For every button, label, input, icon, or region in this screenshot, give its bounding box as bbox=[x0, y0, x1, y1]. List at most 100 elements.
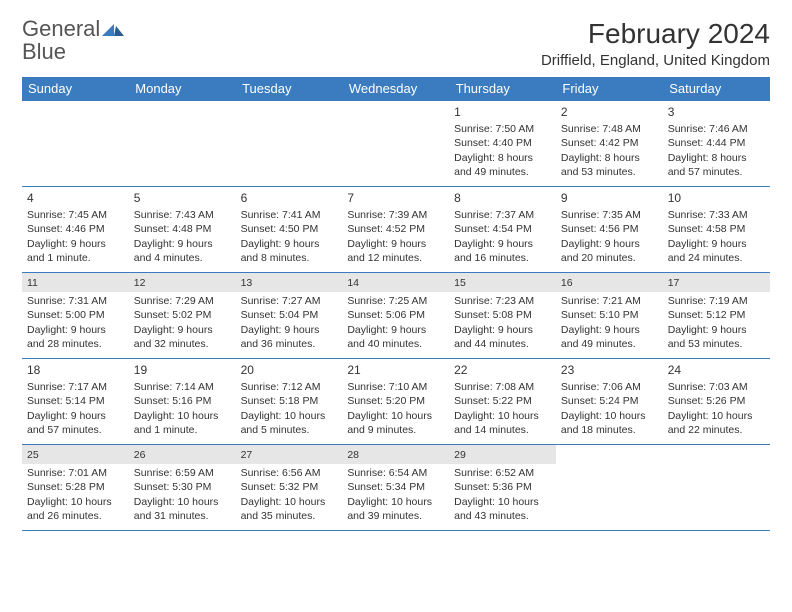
day-number: 8 bbox=[454, 190, 551, 206]
day-number: 3 bbox=[668, 104, 765, 120]
day-number: 19 bbox=[134, 362, 231, 378]
calendar-day: 11Sunrise: 7:31 AMSunset: 5:00 PMDayligh… bbox=[22, 273, 129, 359]
month-title: February 2024 bbox=[541, 18, 770, 50]
calendar-day: 18Sunrise: 7:17 AMSunset: 5:14 PMDayligh… bbox=[22, 359, 129, 445]
daylight-text: Daylight: 10 hours and 5 minutes. bbox=[241, 409, 338, 437]
sunrise-text: Sunrise: 7:45 AM bbox=[27, 208, 124, 222]
calendar-day: 20Sunrise: 7:12 AMSunset: 5:18 PMDayligh… bbox=[236, 359, 343, 445]
sunrise-text: Sunrise: 7:50 AM bbox=[454, 122, 551, 136]
sunset-text: Sunset: 4:58 PM bbox=[668, 222, 765, 236]
logo-text-gray: General bbox=[22, 16, 100, 41]
sunrise-text: Sunrise: 7:12 AM bbox=[241, 380, 338, 394]
title-block: February 2024 Driffield, England, United… bbox=[541, 18, 770, 69]
day-number: 2 bbox=[561, 104, 658, 120]
day-header: Thursday bbox=[449, 77, 556, 101]
calendar-day: 2Sunrise: 7:48 AMSunset: 4:42 PMDaylight… bbox=[556, 101, 663, 187]
day-number: 4 bbox=[27, 190, 124, 206]
daylight-text: Daylight: 8 hours and 57 minutes. bbox=[668, 151, 765, 179]
sunset-text: Sunset: 5:00 PM bbox=[27, 308, 124, 322]
daylight-text: Daylight: 10 hours and 31 minutes. bbox=[134, 495, 231, 523]
sunset-text: Sunset: 5:20 PM bbox=[347, 394, 444, 408]
sunrise-text: Sunrise: 7:14 AM bbox=[134, 380, 231, 394]
sunset-text: Sunset: 4:54 PM bbox=[454, 222, 551, 236]
day-number: 26 bbox=[129, 445, 236, 464]
sunrise-text: Sunrise: 6:52 AM bbox=[454, 466, 551, 480]
daylight-text: Daylight: 9 hours and 4 minutes. bbox=[134, 237, 231, 265]
calendar-week: 1Sunrise: 7:50 AMSunset: 4:40 PMDaylight… bbox=[22, 101, 770, 187]
sunset-text: Sunset: 4:44 PM bbox=[668, 136, 765, 150]
day-header: Tuesday bbox=[236, 77, 343, 101]
calendar-day: 7Sunrise: 7:39 AMSunset: 4:52 PMDaylight… bbox=[342, 187, 449, 273]
sunrise-text: Sunrise: 7:29 AM bbox=[134, 294, 231, 308]
sunset-text: Sunset: 5:02 PM bbox=[134, 308, 231, 322]
calendar-day: 1Sunrise: 7:50 AMSunset: 4:40 PMDaylight… bbox=[449, 101, 556, 187]
header: General Blue February 2024 Driffield, En… bbox=[22, 18, 770, 69]
logo-text: General Blue bbox=[22, 18, 124, 64]
calendar-week: 4Sunrise: 7:45 AMSunset: 4:46 PMDaylight… bbox=[22, 187, 770, 273]
calendar-day: 24Sunrise: 7:03 AMSunset: 5:26 PMDayligh… bbox=[663, 359, 770, 445]
daylight-text: Daylight: 9 hours and 32 minutes. bbox=[134, 323, 231, 351]
calendar-day: 13Sunrise: 7:27 AMSunset: 5:04 PMDayligh… bbox=[236, 273, 343, 359]
sunrise-text: Sunrise: 7:08 AM bbox=[454, 380, 551, 394]
day-number: 5 bbox=[134, 190, 231, 206]
daylight-text: Daylight: 8 hours and 53 minutes. bbox=[561, 151, 658, 179]
sunrise-text: Sunrise: 7:10 AM bbox=[347, 380, 444, 394]
day-number: 10 bbox=[668, 190, 765, 206]
sunrise-text: Sunrise: 7:37 AM bbox=[454, 208, 551, 222]
day-number: 23 bbox=[561, 362, 658, 378]
sunset-text: Sunset: 5:08 PM bbox=[454, 308, 551, 322]
sunset-text: Sunset: 4:48 PM bbox=[134, 222, 231, 236]
daylight-text: Daylight: 10 hours and 1 minute. bbox=[134, 409, 231, 437]
sunset-text: Sunset: 5:30 PM bbox=[134, 480, 231, 494]
calendar-day: 23Sunrise: 7:06 AMSunset: 5:24 PMDayligh… bbox=[556, 359, 663, 445]
sunrise-text: Sunrise: 7:33 AM bbox=[668, 208, 765, 222]
sunrise-text: Sunrise: 7:48 AM bbox=[561, 122, 658, 136]
calendar-day: 8Sunrise: 7:37 AMSunset: 4:54 PMDaylight… bbox=[449, 187, 556, 273]
calendar-day: 25Sunrise: 7:01 AMSunset: 5:28 PMDayligh… bbox=[22, 445, 129, 531]
calendar-empty bbox=[556, 445, 663, 531]
day-number: 17 bbox=[663, 273, 770, 292]
calendar-day: 27 Sunrise: 6:56 AMSunset: 5:32 PMDayligh… bbox=[236, 445, 343, 531]
sunrise-text: Sunrise: 7:27 AM bbox=[241, 294, 338, 308]
daylight-text: Daylight: 9 hours and 20 minutes. bbox=[561, 237, 658, 265]
daylight-text: Daylight: 9 hours and 24 minutes. bbox=[668, 237, 765, 265]
daylight-text: Daylight: 9 hours and 28 minutes. bbox=[27, 323, 124, 351]
sunrise-text: Sunrise: 7:39 AM bbox=[347, 208, 444, 222]
day-number: 7 bbox=[347, 190, 444, 206]
sunset-text: Sunset: 5:12 PM bbox=[668, 308, 765, 322]
day-number: 25 bbox=[22, 445, 129, 464]
calendar-table: SundayMondayTuesdayWednesdayThursdayFrid… bbox=[22, 77, 770, 531]
logo-text-blue: Blue bbox=[22, 39, 66, 64]
calendar-empty bbox=[22, 101, 129, 187]
sunrise-text: Sunrise: 7:21 AM bbox=[561, 294, 658, 308]
calendar-day: 22Sunrise: 7:08 AMSunset: 5:22 PMDayligh… bbox=[449, 359, 556, 445]
sunrise-text: Sunrise: 6:54 AM bbox=[347, 466, 444, 480]
calendar-empty bbox=[236, 101, 343, 187]
sunset-text: Sunset: 5:06 PM bbox=[347, 308, 444, 322]
daylight-text: Daylight: 9 hours and 53 minutes. bbox=[668, 323, 765, 351]
sunrise-text: Sunrise: 7:23 AM bbox=[454, 294, 551, 308]
daylight-text: Daylight: 10 hours and 43 minutes. bbox=[454, 495, 551, 523]
calendar-day: 10 Sunrise: 7:33 AMSunset: 4:58 PMDayligh… bbox=[663, 187, 770, 273]
daylight-text: Daylight: 9 hours and 57 minutes. bbox=[27, 409, 124, 437]
sunrise-text: Sunrise: 7:01 AM bbox=[27, 466, 124, 480]
logo: General Blue bbox=[22, 18, 124, 64]
day-header: Saturday bbox=[663, 77, 770, 101]
daylight-text: Daylight: 9 hours and 36 minutes. bbox=[241, 323, 338, 351]
calendar-week: 11Sunrise: 7:31 AMSunset: 5:00 PMDayligh… bbox=[22, 273, 770, 359]
sunset-text: Sunset: 5:32 PM bbox=[241, 480, 338, 494]
calendar-empty bbox=[663, 445, 770, 531]
daylight-text: Daylight: 10 hours and 35 minutes. bbox=[241, 495, 338, 523]
sunset-text: Sunset: 5:14 PM bbox=[27, 394, 124, 408]
day-number: 27 bbox=[236, 445, 343, 464]
sunrise-text: Sunrise: 7:46 AM bbox=[668, 122, 765, 136]
sunrise-text: Sunrise: 7:43 AM bbox=[134, 208, 231, 222]
calendar-day: 19Sunrise: 7:14 AMSunset: 5:16 PMDayligh… bbox=[129, 359, 236, 445]
sunrise-text: Sunrise: 6:56 AM bbox=[241, 466, 338, 480]
calendar-day: 14Sunrise: 7:25 AMSunset: 5:06 PMDayligh… bbox=[342, 273, 449, 359]
sunset-text: Sunset: 4:40 PM bbox=[454, 136, 551, 150]
day-number: 6 bbox=[241, 190, 338, 206]
daylight-text: Daylight: 9 hours and 1 minute. bbox=[27, 237, 124, 265]
daylight-text: Daylight: 9 hours and 12 minutes. bbox=[347, 237, 444, 265]
sunset-text: Sunset: 4:56 PM bbox=[561, 222, 658, 236]
